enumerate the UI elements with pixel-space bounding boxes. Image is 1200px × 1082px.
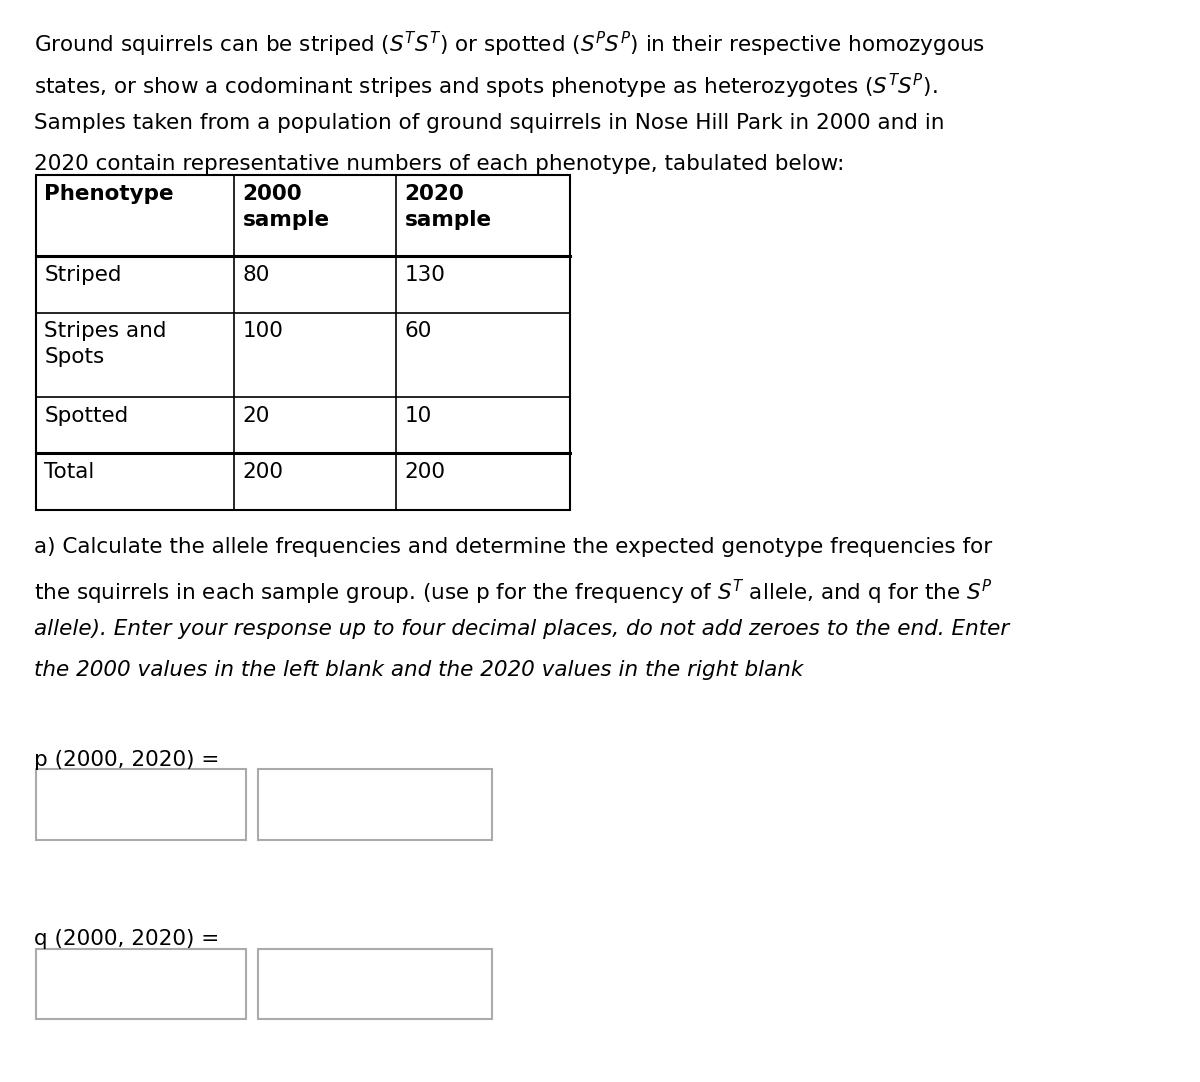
Text: Samples taken from a population of ground squirrels in Nose Hill Park in 2000 an: Samples taken from a population of groun… [34, 113, 944, 132]
Text: 2020 contain representative numbers of each phenotype, tabulated below:: 2020 contain representative numbers of e… [34, 154, 844, 173]
Text: 10: 10 [404, 406, 432, 425]
Text: 2020
sample: 2020 sample [404, 184, 492, 229]
Text: Ground squirrels can be striped ($S^TS^T$) or spotted ($S^PS^P$) in their respec: Ground squirrels can be striped ($S^TS^T… [34, 30, 985, 60]
Text: states, or show a codominant stripes and spots phenotype as heterozygotes ($S^TS: states, or show a codominant stripes and… [34, 71, 937, 101]
Text: Phenotype: Phenotype [44, 184, 174, 203]
Text: 130: 130 [404, 265, 445, 285]
Text: the 2000 values in the left blank and the 2020 values in the right blank: the 2000 values in the left blank and th… [34, 660, 803, 679]
Text: 200: 200 [404, 462, 445, 481]
Text: the squirrels in each sample group. (use p for the frequency of $S^T$ allele, an: the squirrels in each sample group. (use… [34, 578, 992, 607]
Text: p (2000, 2020) =: p (2000, 2020) = [34, 750, 218, 769]
Text: 60: 60 [404, 321, 432, 341]
Text: Total: Total [44, 462, 95, 481]
Text: Spotted: Spotted [44, 406, 128, 425]
Text: Stripes and
Spots: Stripes and Spots [44, 321, 167, 367]
Text: 80: 80 [242, 265, 270, 285]
Text: q (2000, 2020) =: q (2000, 2020) = [34, 929, 218, 949]
Text: 200: 200 [242, 462, 283, 481]
Text: 20: 20 [242, 406, 270, 425]
Text: 100: 100 [242, 321, 283, 341]
Text: 2000
sample: 2000 sample [242, 184, 330, 229]
Text: Striped: Striped [44, 265, 122, 285]
Text: a) Calculate the allele frequencies and determine the expected genotype frequenc: a) Calculate the allele frequencies and … [34, 537, 992, 556]
Text: allele). Enter your response up to four decimal places, do not add zeroes to the: allele). Enter your response up to four … [34, 619, 1009, 638]
